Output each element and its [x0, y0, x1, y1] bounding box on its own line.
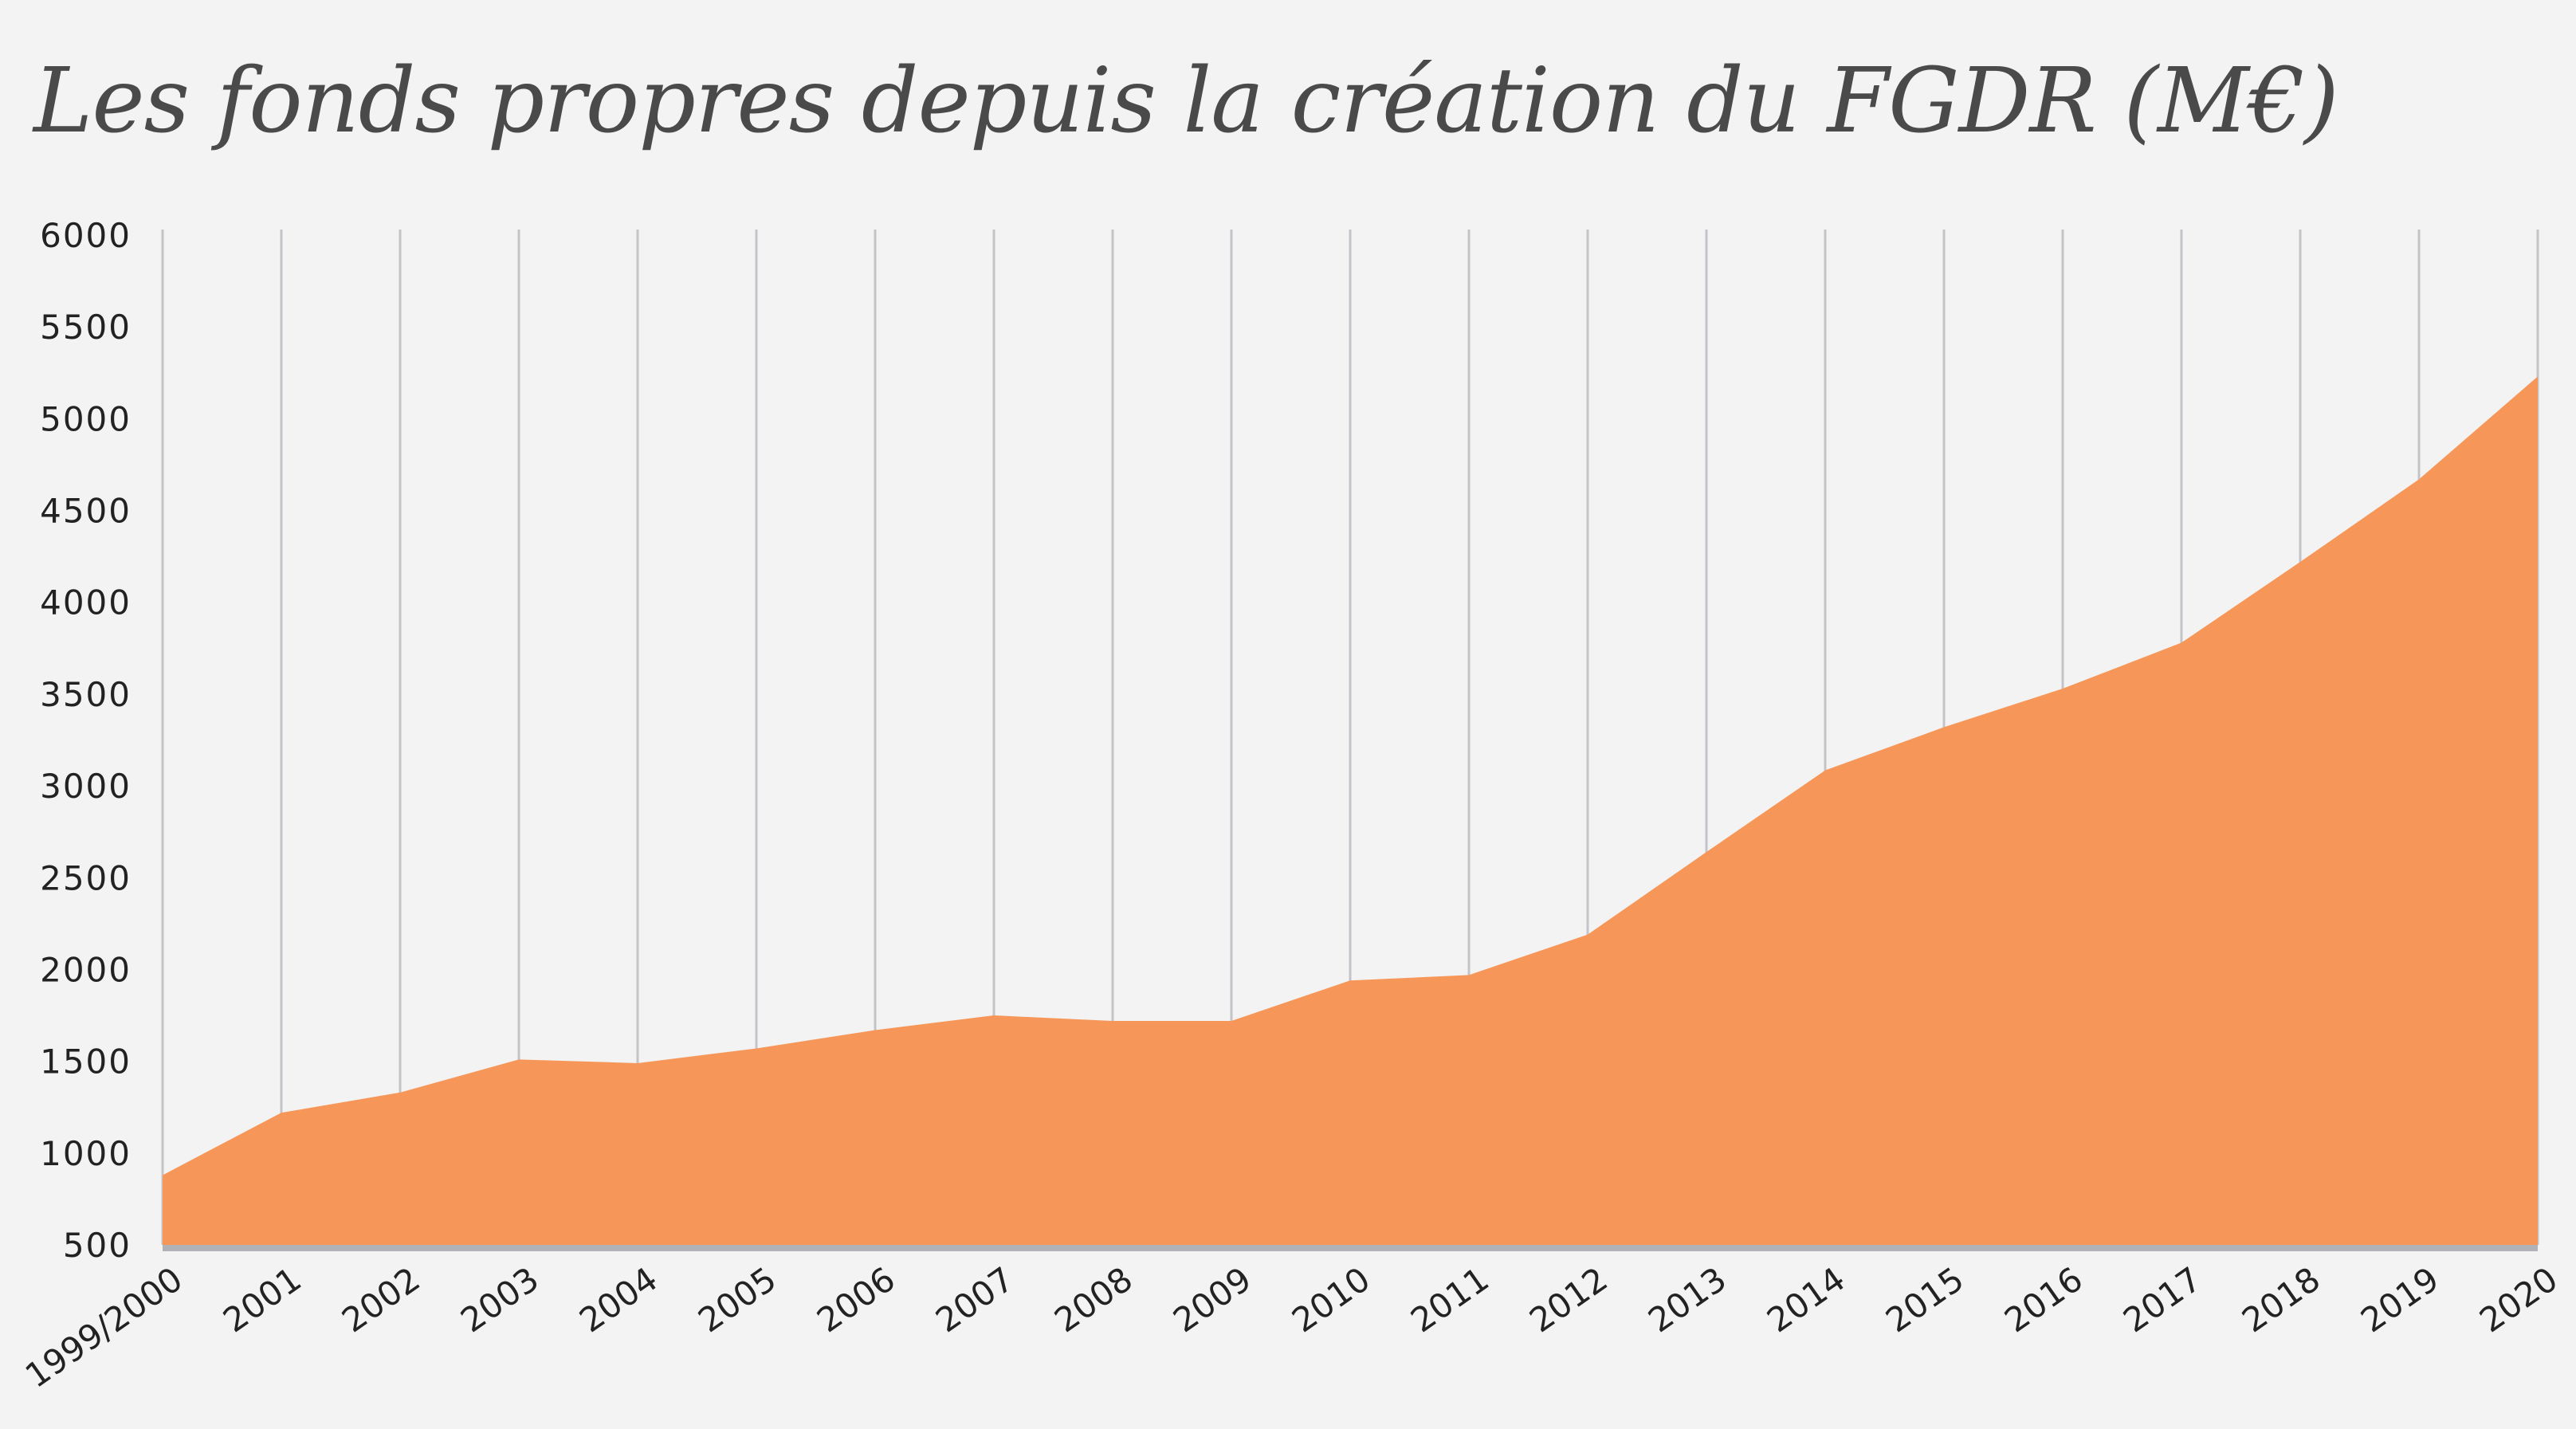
x-tick-label: 2011	[1404, 1259, 1496, 1340]
y-tick-label: 2500	[40, 858, 132, 897]
chart-title: Les fonds propres depuis la création du …	[33, 49, 2339, 153]
y-tick-label: 1500	[40, 1042, 132, 1082]
x-tick-label: 2007	[929, 1259, 1021, 1340]
y-tick-label: 3500	[40, 675, 132, 714]
x-tick-label: 2001	[216, 1259, 308, 1340]
x-tick-label: 2009	[1166, 1259, 1259, 1340]
x-tick-label: 2018	[2235, 1259, 2327, 1340]
x-tick-label: 2004	[572, 1259, 665, 1340]
x-tick-label: 2020	[2472, 1259, 2565, 1340]
x-tick-label: 2019	[2354, 1259, 2446, 1340]
x-tick-label: 2006	[810, 1259, 902, 1340]
x-tick-label: 2008	[1047, 1259, 1140, 1340]
y-tick-label: 5500	[40, 308, 132, 347]
y-tick-label: 3000	[40, 767, 132, 806]
x-tick-label: 2016	[1997, 1259, 2090, 1340]
area-series	[163, 376, 2538, 1245]
x-tick-label: 2005	[691, 1259, 783, 1340]
x-tick-label: 2010	[1285, 1259, 1377, 1340]
y-tick-label: 4000	[40, 583, 132, 622]
y-tick-label: 2000	[40, 950, 132, 989]
x-tick-label: 2015	[1879, 1259, 1971, 1340]
y-tick-label: 500	[63, 1226, 132, 1265]
x-tick-label: 2003	[454, 1259, 546, 1340]
x-tick-label: 2017	[2116, 1259, 2209, 1340]
x-tick-label: 1999/2000	[18, 1259, 190, 1396]
y-tick-label: 4500	[40, 492, 132, 531]
y-tick-label: 5000	[40, 399, 132, 438]
y-tick-label: 1000	[40, 1134, 132, 1173]
x-tick-label: 2002	[335, 1259, 427, 1340]
x-tick-label: 2013	[1641, 1259, 1734, 1340]
y-tick-label: 6000	[40, 216, 132, 255]
x-tick-label: 2012	[1522, 1259, 1615, 1340]
x-tick-label: 2014	[1760, 1259, 1852, 1340]
